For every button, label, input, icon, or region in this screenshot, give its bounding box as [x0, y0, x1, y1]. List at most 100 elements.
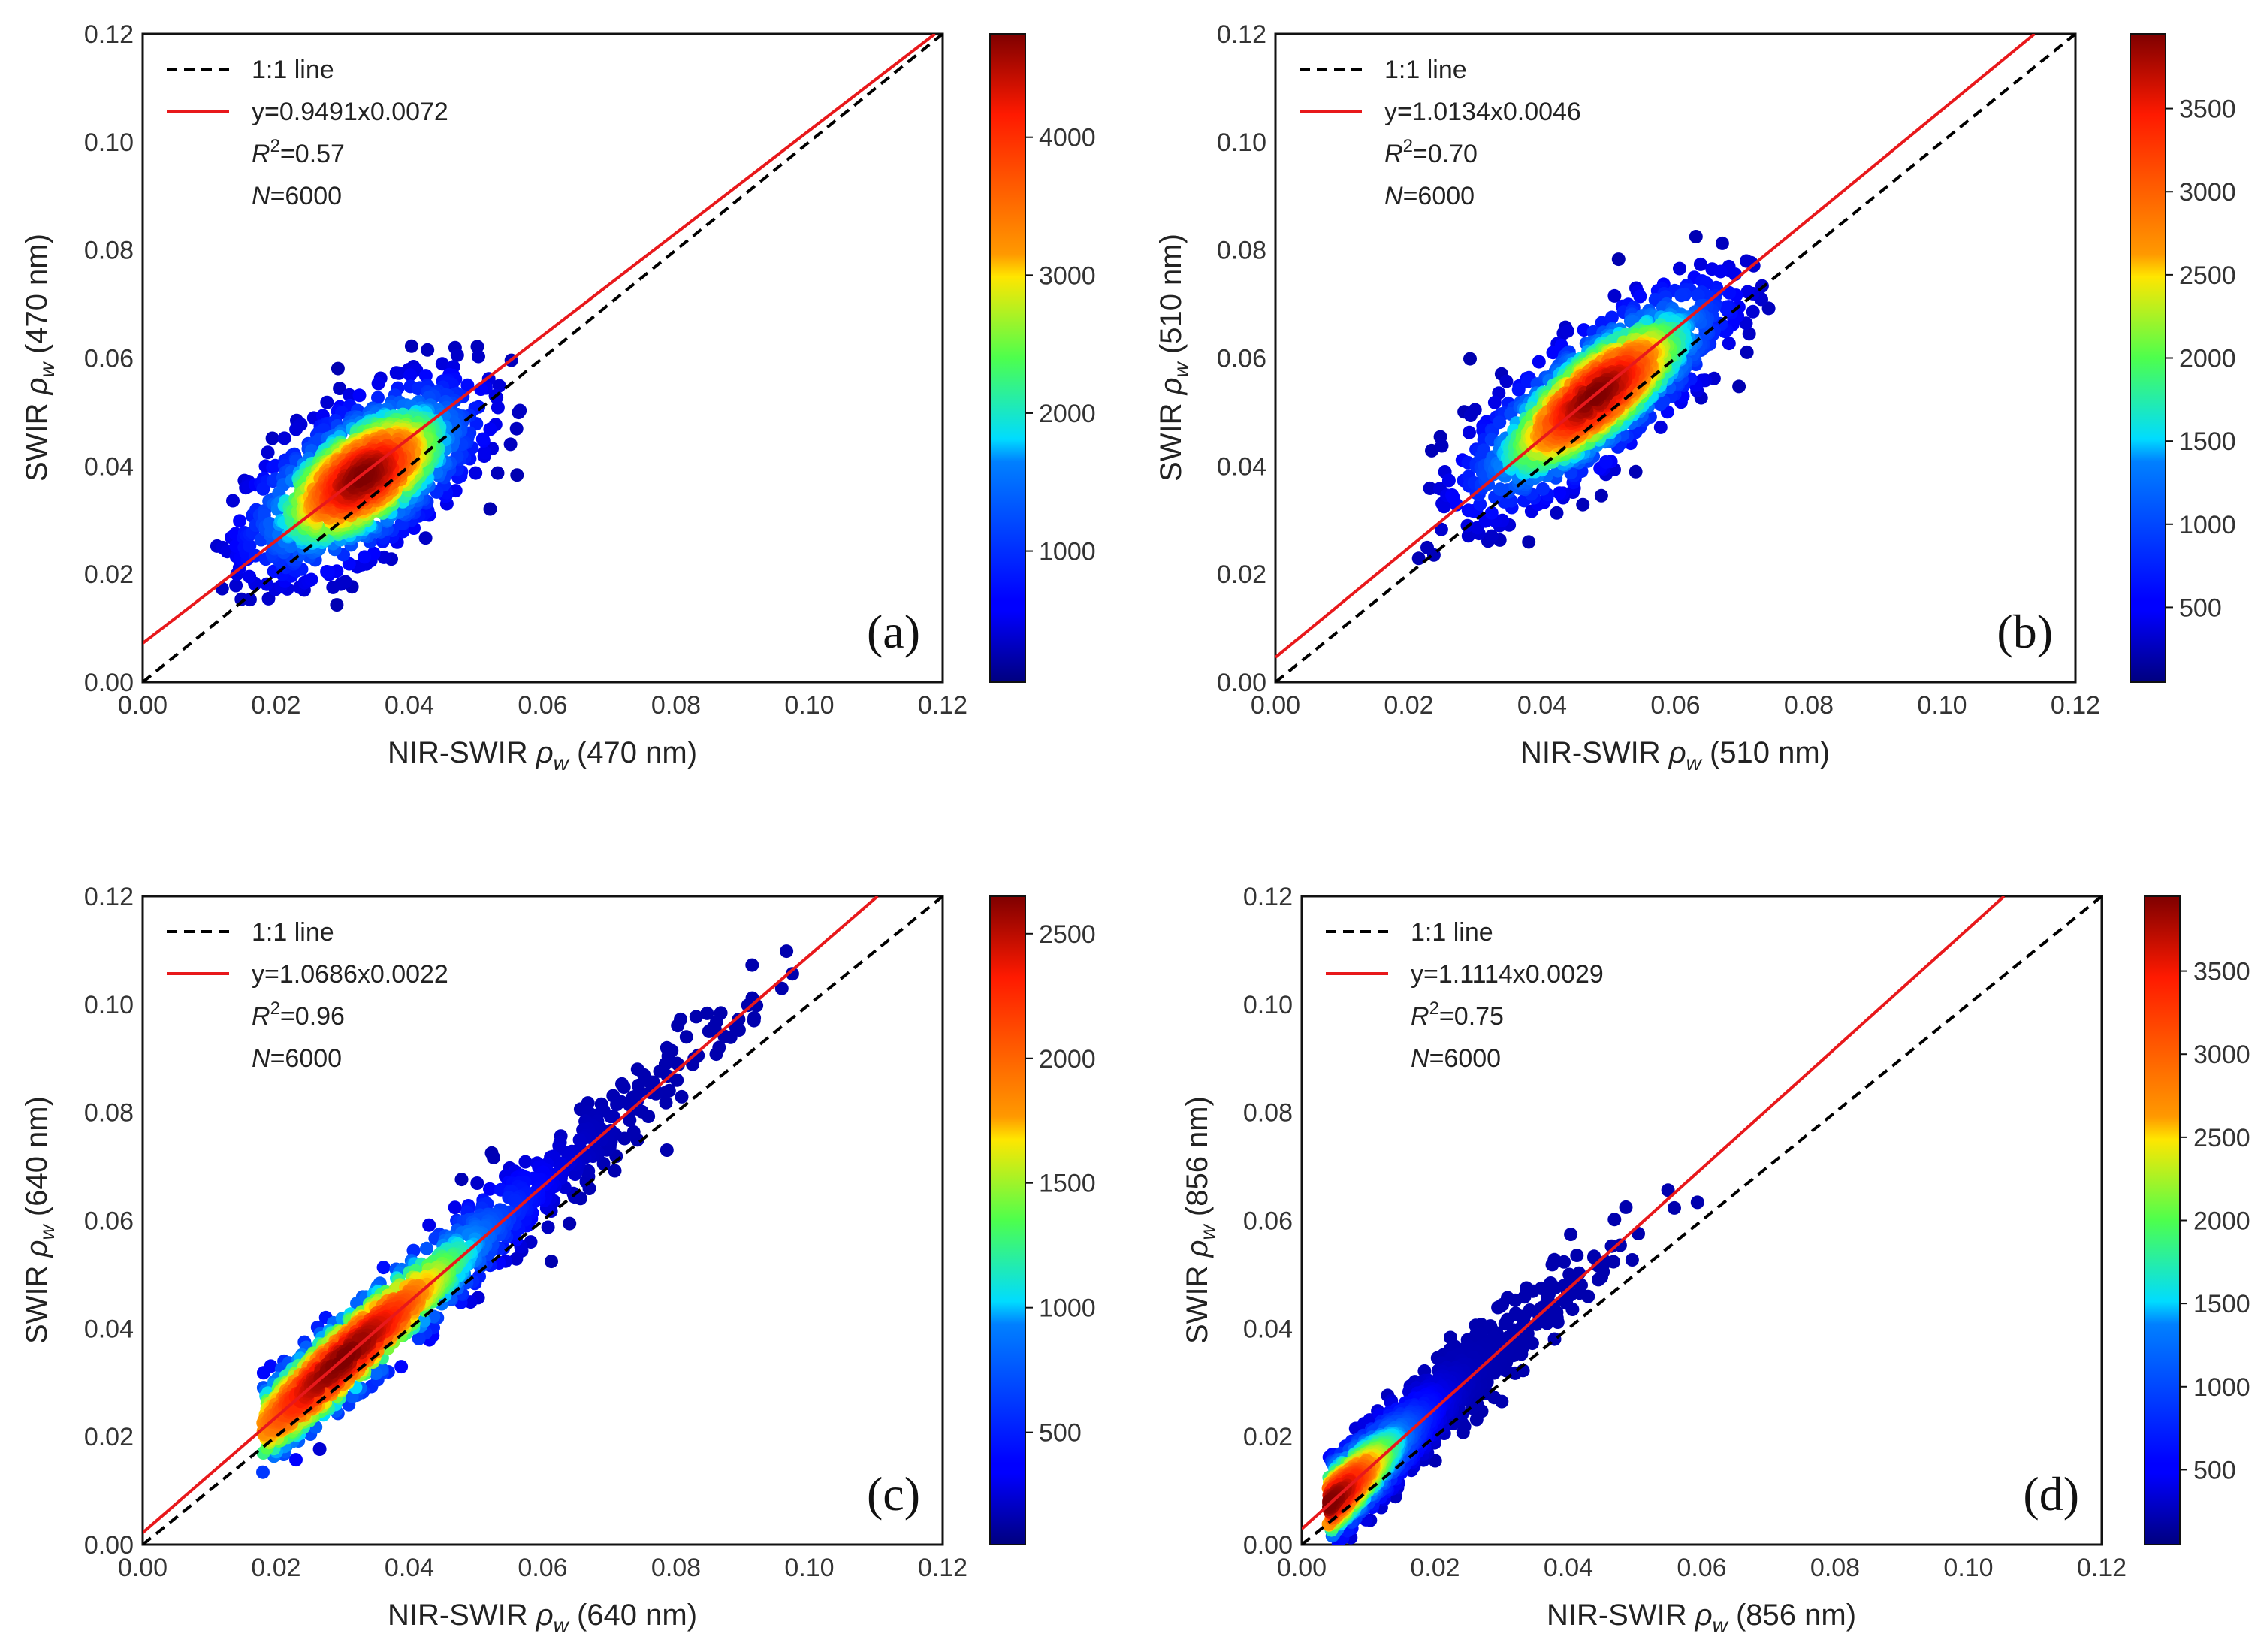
scatter-point	[1493, 415, 1507, 430]
y-tick-label: 0.00	[84, 669, 134, 697]
scatter-point	[1425, 443, 1438, 458]
scatter-point	[1592, 1273, 1605, 1287]
scatter-point	[671, 1019, 685, 1033]
scatter-point	[404, 339, 418, 353]
scatter-point	[454, 1173, 469, 1187]
colorbar-tick-label: 2500	[1039, 920, 1096, 949]
scatter-point	[1661, 1183, 1675, 1197]
x-tick-label: 0.10	[1917, 691, 1967, 720]
x-tick-label: 0.08	[651, 691, 701, 720]
scatter-point	[503, 437, 518, 452]
scatter-point	[1653, 420, 1668, 434]
x-axis-label: NIR-SWIR ρw (640 nm)	[388, 1599, 697, 1637]
scatter-point	[1619, 1200, 1633, 1214]
scatter-point	[1674, 288, 1689, 303]
regression-line	[143, 896, 879, 1534]
y-tick-label: 0.10	[84, 991, 134, 1019]
scatter-point	[1722, 337, 1736, 351]
scatter-point	[747, 1010, 762, 1025]
scatter-point	[371, 376, 385, 391]
scatter-point	[1498, 1317, 1512, 1331]
scatter-point	[417, 1314, 431, 1328]
scatter-point	[653, 1064, 667, 1078]
scatter-point	[483, 1182, 497, 1196]
y-tick-label: 0.08	[84, 237, 134, 265]
y-axis-label: SWIR ρw (470 nm)	[20, 234, 59, 482]
scatter-point	[741, 998, 755, 1013]
scatter-point	[1722, 285, 1737, 300]
scatter-point	[745, 958, 759, 972]
scatter-point	[403, 368, 418, 382]
scatter-point	[289, 422, 303, 436]
scatter-point	[260, 577, 274, 591]
scatter-point	[1625, 1253, 1639, 1267]
scatter-point	[596, 1157, 611, 1170]
scatter-point	[343, 388, 357, 402]
colorbar-tick-label: 1500	[1039, 1170, 1096, 1198]
scatter-point	[371, 391, 385, 405]
scatter-point	[376, 1261, 391, 1275]
y-tick-label: 0.10	[84, 128, 134, 157]
colorbar-tick-label: 3000	[1039, 261, 1096, 290]
scatter-point	[1545, 1258, 1559, 1272]
y-tick-label: 0.08	[84, 1099, 134, 1128]
scatter-point	[1550, 506, 1564, 520]
legend-fit: y=1.0686x0.0022	[252, 960, 448, 989]
scatter-point	[1673, 261, 1686, 276]
scatter-point	[785, 967, 799, 981]
legend-r2: 0.70	[1428, 140, 1478, 168]
legend-r2: 0.57	[295, 140, 345, 168]
scatter-point	[1522, 535, 1536, 549]
regression-line	[143, 34, 937, 645]
scatter-point	[1629, 464, 1643, 479]
scatter-point	[774, 981, 789, 995]
scatter-point	[289, 1453, 303, 1467]
scatter-point	[261, 445, 275, 460]
scatter-point	[709, 1047, 723, 1062]
scatter-point	[491, 400, 505, 415]
scatter-point	[1463, 352, 1477, 366]
scatter-point	[312, 1442, 327, 1456]
y-tick-label: 0.00	[84, 1531, 134, 1560]
scatter-point	[483, 502, 497, 516]
y-tick-label: 0.04	[84, 452, 134, 481]
legend-one-to-one: 1:1 line	[252, 56, 334, 84]
y-tick-label: 0.02	[1217, 560, 1266, 589]
scatter-point	[472, 349, 485, 364]
panel-label: (a)	[867, 605, 920, 658]
colorbar-tick-label: 4000	[1039, 124, 1096, 153]
scatter-point	[1719, 301, 1733, 315]
colorbar-tick-label: 1500	[2179, 427, 2236, 456]
x-tick-label: 0.08	[1784, 691, 1834, 720]
scatter-point	[331, 361, 345, 376]
x-tick-label: 0.00	[118, 1554, 168, 1582]
scatter-point	[1463, 409, 1478, 422]
scatter-point	[243, 539, 257, 553]
scatter-points	[1411, 230, 1776, 566]
y-tick-label: 0.04	[84, 1315, 134, 1343]
x-tick-label: 0.02	[1384, 691, 1433, 720]
scatter-point	[421, 343, 435, 357]
y-tick-label: 0.00	[1217, 669, 1266, 697]
x-tick-label: 0.06	[518, 691, 567, 720]
scatter-point	[330, 598, 344, 612]
scatter-point	[1420, 540, 1434, 554]
x-tick-label: 0.10	[784, 1554, 834, 1582]
scatter-point	[610, 1098, 624, 1111]
x-tick-label: 0.12	[918, 1554, 967, 1582]
y-tick-label: 0.04	[1217, 452, 1266, 481]
legend: 1:1 line y=0.9491x0.0072 R2=0.57 N=6000	[167, 56, 448, 210]
scatter-point	[563, 1216, 577, 1231]
x-tick-label: 0.08	[651, 1554, 701, 1582]
colorbar-tick-label: 2000	[2179, 345, 2236, 373]
scatter-point	[264, 1359, 278, 1373]
scatter-point	[406, 1243, 421, 1258]
scatter-point	[1604, 1239, 1619, 1253]
scatter-point	[377, 550, 391, 564]
scatter-point	[369, 1367, 383, 1381]
legend-n: 6000	[1417, 182, 1475, 210]
scatter-point	[1508, 1293, 1523, 1307]
